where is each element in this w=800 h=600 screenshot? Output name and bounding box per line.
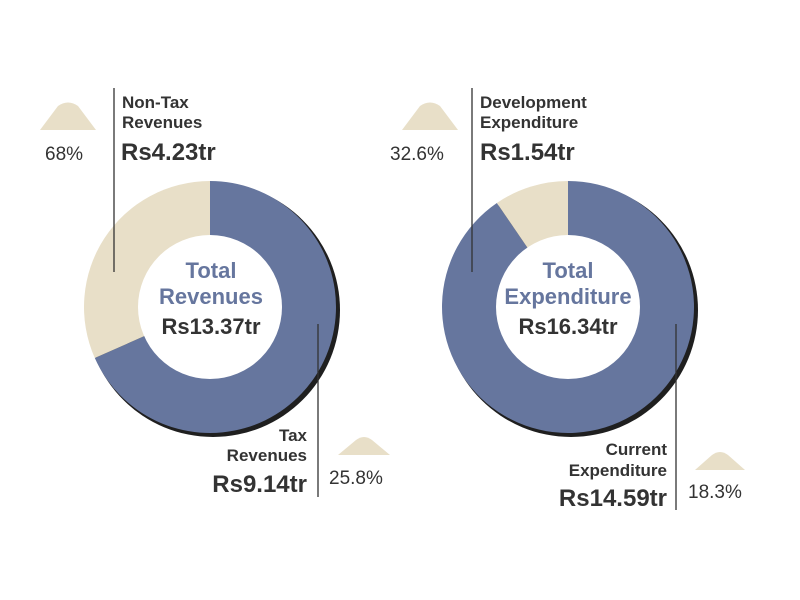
expenditure-center-title-1: Total: [543, 258, 594, 283]
non-tax-value: Rs4.23tr: [121, 139, 216, 166]
expenditure-donut-hole: [496, 235, 640, 379]
non-tax-change-arrow-icon: [40, 102, 96, 130]
expenditure-donut: Total Expenditure Rs16.34tr 32.6% Develo…: [390, 88, 745, 512]
development-label-2: Expenditure: [480, 113, 578, 132]
revenues-center-title-2: Revenues: [159, 284, 263, 309]
revenues-center-title-1: Total: [186, 258, 237, 283]
development-change: 32.6%: [390, 144, 444, 165]
revenues-donut-hole: [138, 235, 282, 379]
tax-label-2: Revenues: [227, 446, 307, 465]
tax-value: Rs9.14tr: [212, 471, 307, 498]
revenues-donut: Total Revenues Rs13.37tr 68% Non-Tax Rev…: [40, 88, 390, 498]
expenditure-center-title-2: Expenditure: [504, 284, 631, 309]
tax-change-arrow-icon: [338, 437, 390, 455]
development-label-1: Development: [480, 93, 587, 112]
non-tax-label-1: Non-Tax: [122, 93, 189, 112]
current-change: 18.3%: [688, 482, 742, 503]
current-value: Rs14.59tr: [559, 485, 667, 512]
development-value: Rs1.54tr: [480, 139, 575, 166]
development-change-arrow-icon: [402, 102, 458, 130]
expenditure-center-value: Rs16.34tr: [518, 314, 618, 339]
non-tax-label-2: Revenues: [122, 113, 202, 132]
current-change-arrow-icon: [695, 452, 745, 470]
non-tax-change: 68%: [45, 144, 83, 165]
tax-change: 25.8%: [329, 468, 383, 489]
current-label-1: Current: [606, 440, 668, 459]
current-label-2: Expenditure: [569, 461, 667, 480]
revenues-center-value: Rs13.37tr: [161, 314, 261, 339]
tax-label-1: Tax: [279, 426, 308, 445]
